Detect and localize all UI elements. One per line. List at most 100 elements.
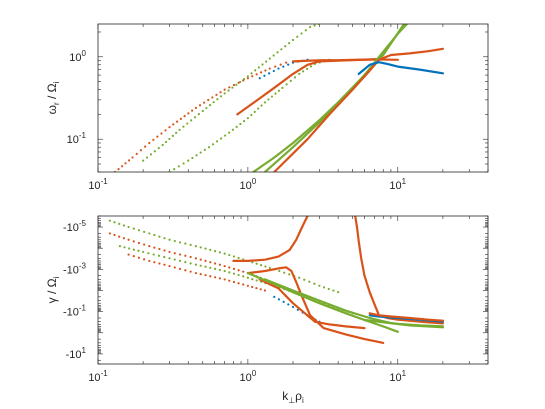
data-point <box>291 38 295 42</box>
data-point <box>282 65 285 68</box>
data-point <box>263 289 267 292</box>
data-point <box>255 279 258 282</box>
data-point <box>189 255 192 259</box>
series-line-7 <box>258 278 366 330</box>
series-line-10 <box>354 216 444 325</box>
data-point <box>163 263 166 266</box>
x-tick-label: 101 <box>389 177 406 192</box>
data-point <box>203 148 206 151</box>
data-point <box>242 283 245 286</box>
data-point <box>242 275 245 278</box>
data-point <box>274 65 277 68</box>
data-point <box>168 250 171 254</box>
data-point <box>178 128 181 131</box>
data-point <box>259 264 263 267</box>
data-point <box>127 159 131 162</box>
data-point <box>253 110 256 113</box>
data-point <box>161 143 164 147</box>
plot-area <box>113 24 444 172</box>
data-point <box>257 66 260 69</box>
data-point <box>211 143 215 146</box>
series-line-5 <box>232 216 309 262</box>
data-point <box>127 225 130 229</box>
data-point <box>199 151 202 154</box>
data-point <box>191 109 194 112</box>
data-point <box>219 137 223 140</box>
data-point <box>173 258 176 261</box>
data-point <box>264 265 267 268</box>
data-point <box>108 219 111 222</box>
x-tick-label: 100 <box>240 369 257 384</box>
data-point <box>205 106 208 110</box>
data-point <box>153 150 156 153</box>
data-point <box>207 98 210 102</box>
data-point <box>239 80 242 84</box>
data-point <box>184 242 187 245</box>
data-point <box>218 263 221 266</box>
data-point <box>168 264 171 268</box>
data-point <box>178 267 182 270</box>
data-point <box>215 140 219 143</box>
data-point <box>209 261 212 264</box>
data-point <box>148 232 151 235</box>
data-point <box>211 96 214 99</box>
data-point <box>259 288 262 291</box>
data-point <box>218 277 221 280</box>
data-point <box>168 137 171 141</box>
data-point <box>204 259 207 262</box>
data-point <box>163 237 166 240</box>
y-tick-label: -10-5 <box>63 219 87 234</box>
data-point <box>232 255 236 258</box>
data-point <box>251 261 254 264</box>
data-point <box>263 101 267 104</box>
data-point <box>285 61 288 64</box>
data-point <box>190 119 193 122</box>
data-point <box>227 89 230 92</box>
data-point <box>209 266 212 269</box>
data-point <box>143 230 146 233</box>
bottom-panel: 10-1 100 101 -10-5 -10-3 -10-1 -101 γ / Ωi k⊥ρi <box>45 215 489 405</box>
data-point <box>144 145 147 148</box>
data-point <box>273 295 276 298</box>
data-point <box>153 233 156 237</box>
data-point <box>152 138 155 141</box>
series-line-6 <box>246 266 385 344</box>
series-line-13 <box>363 318 444 328</box>
data-point <box>197 113 200 116</box>
data-point <box>281 86 284 89</box>
data-point <box>118 235 121 238</box>
data-point <box>142 159 145 162</box>
data-point <box>187 159 190 162</box>
data-point <box>255 73 258 76</box>
data-point <box>173 239 176 243</box>
data-point <box>209 275 212 278</box>
data-point <box>216 98 219 101</box>
data-point <box>195 154 198 157</box>
data-point <box>158 247 161 251</box>
data-point <box>199 273 202 276</box>
data-point <box>332 289 335 292</box>
data-point <box>291 305 295 309</box>
data-point <box>209 248 212 251</box>
data-point <box>157 147 160 150</box>
data-point <box>203 101 206 104</box>
data-point <box>124 162 127 165</box>
data-point <box>288 273 291 276</box>
data-point <box>213 262 217 265</box>
data-point <box>277 89 281 92</box>
data-point <box>219 91 222 94</box>
y-tick-label: 10-1 <box>67 131 87 146</box>
axes-frame <box>97 23 489 173</box>
data-point <box>305 67 309 71</box>
data-point <box>204 265 207 268</box>
y-axis-label: ωr / Ωi <box>45 81 61 114</box>
data-point <box>285 83 288 86</box>
data-point <box>148 245 151 248</box>
data-point <box>235 83 238 86</box>
y-tick-label: -10-1 <box>63 304 87 319</box>
data-point <box>300 32 303 35</box>
data-point <box>194 106 198 109</box>
plot-area <box>108 216 444 344</box>
data-point <box>242 270 245 273</box>
